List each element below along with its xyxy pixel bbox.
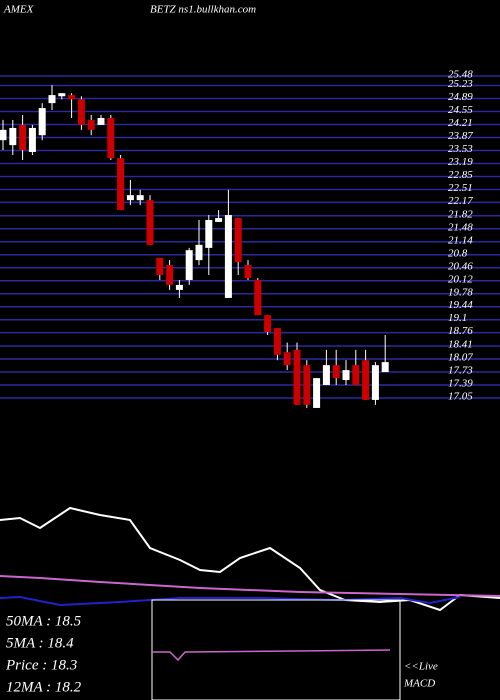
y-tick-label: 21.14 — [448, 234, 473, 246]
candle-body — [19, 124, 27, 151]
ma-label: Price : 18.3 — [5, 657, 77, 673]
y-tick-label: 23.19 — [448, 156, 473, 168]
candle-body — [77, 99, 85, 125]
live-label: <<Live — [404, 661, 438, 673]
y-tick-label: 20.8 — [448, 247, 468, 259]
candle-body — [234, 218, 242, 263]
candle-body — [244, 265, 252, 279]
candle-body — [205, 220, 213, 248]
y-tick-label: 20.12 — [448, 273, 473, 285]
y-tick-label: 25.48 — [448, 69, 473, 81]
y-tick-label: 17.39 — [448, 378, 473, 390]
candles — [0, 85, 389, 408]
candle-body — [156, 257, 164, 276]
candle-body — [126, 195, 134, 201]
candle-body — [0, 129, 7, 141]
candle-body — [68, 95, 76, 100]
y-tick-label: 18.07 — [448, 352, 473, 364]
candle-body — [342, 370, 350, 381]
y-tick-label: 24.21 — [448, 117, 473, 129]
macd-label: MACD — [403, 678, 435, 690]
candle-body — [215, 218, 223, 222]
candle-body — [58, 93, 66, 97]
candle-body — [381, 362, 389, 373]
y-tick-label: 18.76 — [448, 325, 473, 337]
candle-body — [332, 365, 340, 379]
candle-body — [97, 118, 105, 125]
candle-body — [254, 279, 262, 316]
candle-body — [303, 365, 311, 405]
candle-body — [28, 127, 36, 153]
y-tick-label: 23.53 — [448, 143, 473, 155]
candle-body — [166, 265, 174, 285]
candle-body — [273, 328, 281, 355]
candle-body — [48, 95, 56, 104]
candle-body — [283, 352, 291, 366]
candle-body — [117, 158, 125, 211]
candle-body — [136, 195, 144, 201]
candle-body — [107, 118, 115, 159]
candle-body — [293, 349, 301, 405]
candle-body — [87, 119, 95, 130]
y-tick-label: 19.78 — [448, 286, 473, 298]
indicator-line — [0, 506, 500, 612]
candle-body — [175, 284, 183, 290]
macd-line — [152, 649, 391, 662]
y-tick-label: 21.48 — [448, 221, 473, 233]
y-tick-label: 19.1 — [448, 312, 467, 324]
candle-body — [38, 108, 46, 136]
y-tick-label: 25.23 — [448, 78, 473, 90]
y-tick-label: 22.17 — [448, 195, 473, 207]
y-tick-label: 17.73 — [448, 365, 473, 377]
y-tick-label: 24.55 — [448, 104, 473, 116]
y-tick-label: 22.85 — [448, 169, 473, 181]
candle-body — [322, 365, 330, 386]
macd-box — [151, 599, 401, 700]
y-tick-label: 17.05 — [448, 391, 473, 403]
y-tick-label: 20.46 — [448, 260, 473, 272]
ma-label: 50MA : 18.5 — [6, 613, 82, 629]
y-tick-label: 21.82 — [448, 208, 473, 220]
ma-label: 5MA : 18.4 — [6, 635, 74, 651]
y-tick-label: 24.89 — [448, 91, 473, 103]
candle-body — [9, 127, 17, 146]
ma-label: 12MA : 18.2 — [6, 679, 82, 695]
indicator-line — [0, 595, 461, 607]
y-tick-label: 19.44 — [448, 299, 473, 311]
y-tick-label: 22.51 — [448, 182, 473, 194]
candle-body — [313, 378, 321, 408]
candle-body — [264, 315, 272, 332]
exchange-label: AMEX — [3, 4, 35, 16]
y-tick-label: 18.41 — [448, 339, 473, 351]
candle-body — [185, 250, 193, 280]
y-tick-label: 23.87 — [448, 130, 473, 142]
candle-body — [371, 365, 379, 400]
candle-body — [224, 215, 232, 298]
indicator-line — [0, 575, 500, 597]
candle-body — [195, 244, 203, 261]
candle-body — [362, 360, 370, 400]
candle-body — [146, 200, 154, 245]
chart-title: BETZ ns1.bullkhan.com — [150, 4, 256, 16]
candle-body — [352, 365, 360, 386]
